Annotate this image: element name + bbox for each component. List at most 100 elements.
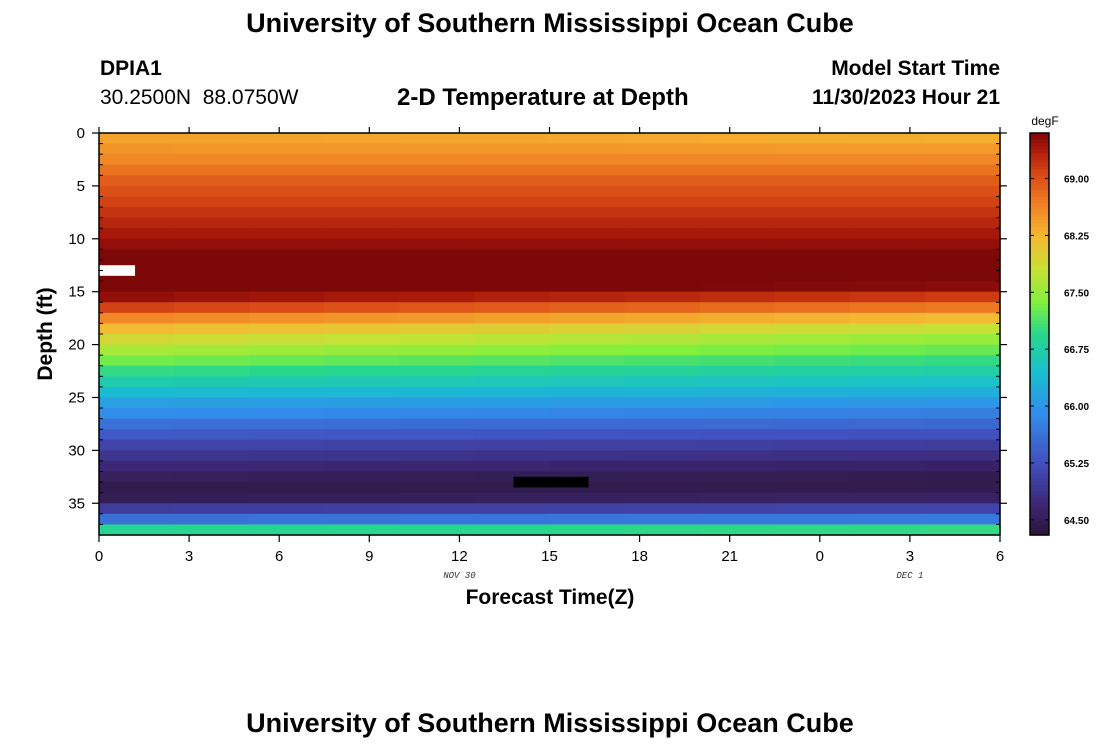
heatmap-cell: [774, 249, 851, 261]
heatmap-cell: [924, 408, 1001, 420]
colorbar-segment: [1030, 380, 1049, 385]
heatmap-cell: [474, 164, 551, 176]
colorbar-segment: [1030, 320, 1049, 325]
heatmap-cell: [249, 482, 325, 494]
heatmap-cell: [324, 439, 400, 451]
model-start-label: Model Start Time: [831, 57, 1000, 80]
colorbar-segment: [1030, 303, 1049, 308]
colorbar-segment: [1030, 360, 1049, 365]
colorbar-segment: [1030, 407, 1049, 412]
heatmap-cell: [549, 154, 626, 166]
colorbar-segment: [1030, 159, 1049, 164]
colorbar-label: 67.50: [1064, 288, 1089, 299]
heatmap-cell: [924, 439, 1001, 451]
heatmap-cell: [624, 228, 701, 240]
heatmap-cell: [324, 492, 400, 504]
heatmap-cell: [99, 154, 175, 166]
heatmap-cell: [324, 154, 400, 166]
heatmap-cell: [474, 460, 551, 473]
colorbar: 64.50 65.25 66.00 66.75 67.50 68.25 69.00: [1029, 132, 1089, 536]
heatmap-cell: [849, 482, 926, 494]
heatmap-cell: [399, 143, 476, 155]
heatmap-cell: [249, 164, 325, 176]
heatmap-cell: [174, 238, 250, 250]
colorbar-segment: [1030, 243, 1049, 248]
heatmap-cell: [399, 185, 476, 198]
colorbar-segment: [1030, 163, 1049, 168]
colorbar-segment: [1030, 273, 1049, 278]
heatmap-cell: [924, 175, 1001, 187]
colorbar-segment: [1030, 183, 1049, 188]
heatmap-cell: [774, 164, 851, 176]
colorbar-segment: [1030, 240, 1049, 245]
colorbar-segment: [1030, 307, 1049, 312]
heatmap-cell: [399, 291, 476, 303]
heatmap-cell: [324, 376, 400, 388]
heatmap-cell: [474, 133, 551, 145]
heatmap-cell: [99, 259, 175, 272]
heatmap-cell: [174, 460, 250, 473]
heatmap-cell: [624, 207, 701, 219]
heatmap-cell: [549, 408, 626, 420]
heatmap-cell: [549, 439, 626, 451]
heatmap-cell: [624, 460, 701, 473]
heatmap-cell: [324, 143, 400, 155]
colorbar-segment: [1030, 488, 1049, 493]
heatmap-cell: [699, 376, 776, 388]
heatmap-cell: [474, 429, 551, 441]
heatmap-cell: [249, 228, 325, 240]
x-tick-label: 3: [185, 548, 193, 565]
x-tick-label: 21: [721, 548, 738, 565]
heatmap-cell: [849, 207, 926, 219]
heatmap-cell: [474, 344, 551, 356]
heatmap-cell: [849, 249, 926, 261]
heatmap-cell: [174, 408, 250, 420]
heatmap-cell: [324, 418, 400, 430]
heatmap-cell: [324, 291, 400, 303]
heatmap-cell: [924, 312, 1001, 325]
heatmap-cell: [324, 238, 400, 250]
heatmap-cell: [699, 207, 776, 219]
colorbar-segment: [1030, 280, 1049, 285]
colorbar-segment: [1030, 323, 1049, 328]
heatmap-cell: [699, 334, 776, 346]
heatmap-cell: [174, 376, 250, 388]
colorbar-segment: [1030, 494, 1049, 499]
heatmap-cell: [474, 228, 551, 240]
heatmap-cell: [174, 524, 250, 536]
heatmap-cell: [324, 450, 400, 462]
heatmap-cell: [849, 238, 926, 250]
x-tick-label: 0: [95, 548, 103, 565]
heatmap-cell: [249, 291, 325, 303]
colorbar-segment: [1030, 223, 1049, 228]
colorbar-segment: [1030, 236, 1049, 241]
heatmap-cell: [324, 281, 400, 293]
heatmap-cell: [474, 482, 551, 494]
heatmap-cell: [249, 270, 325, 282]
heatmap-cell: [324, 386, 400, 399]
colorbar-segment: [1030, 524, 1049, 529]
heatmap-cell: [774, 270, 851, 282]
heatmap-cell: [174, 164, 250, 176]
heatmap-cell: [324, 207, 400, 219]
heatmap-cell: [849, 164, 926, 176]
colorbar-segment: [1030, 461, 1049, 466]
colorbar-segment: [1030, 521, 1049, 526]
colorbar-label: 69.00: [1064, 175, 1089, 186]
heatmap-cell: [924, 460, 1001, 473]
heatmap-cell: [774, 291, 851, 303]
heatmap-cell: [924, 376, 1001, 388]
colorbar-label: 65.25: [1064, 459, 1089, 470]
colorbar-segment: [1030, 471, 1049, 476]
colorbar-segment: [1030, 394, 1049, 399]
heatmap-cell: [99, 376, 175, 388]
y-tick-label: 10: [68, 231, 85, 248]
colorbar-segment: [1030, 267, 1049, 271]
heatmap-cell: [174, 513, 250, 526]
heatmap-cell: [849, 344, 926, 356]
heatmap-cell: [624, 418, 701, 430]
heatmap-cell: [849, 355, 926, 367]
heatmap-cell: [174, 154, 250, 166]
heatmap-cell: [99, 408, 175, 420]
heatmap-cell: [249, 450, 325, 462]
